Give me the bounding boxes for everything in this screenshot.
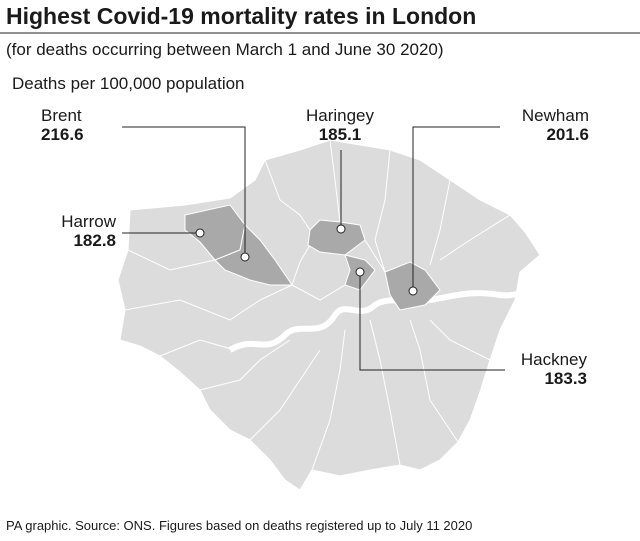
borough-name: Newham xyxy=(522,106,589,125)
london-map xyxy=(117,139,541,491)
subtitle: (for deaths occurring between March 1 an… xyxy=(6,40,444,59)
borough-name: Haringey xyxy=(306,106,375,125)
borough-name: Hackney xyxy=(521,350,588,369)
leader-line xyxy=(359,272,505,371)
unit-label: Deaths per 100,000 population xyxy=(12,74,245,93)
marker-dot xyxy=(240,252,250,262)
borough-name: Harrow xyxy=(61,212,117,231)
london-outline xyxy=(117,139,541,491)
marker-dot xyxy=(336,224,346,234)
marker-dot xyxy=(355,267,365,277)
leader-line xyxy=(122,126,246,257)
borough-borders xyxy=(124,139,511,471)
title: Highest Covid-19 mortality rates in Lond… xyxy=(6,3,476,29)
borough-value: 182.8 xyxy=(73,231,116,250)
borough-value: 185.1 xyxy=(319,125,362,144)
marker-dot xyxy=(408,286,418,296)
leader-line xyxy=(412,126,500,291)
marker-dot xyxy=(195,228,205,238)
leaders xyxy=(122,126,505,371)
borough-haringey xyxy=(307,219,366,256)
source-note: PA graphic. Source: ONS. Figures based o… xyxy=(6,518,472,533)
borough-value: 183.3 xyxy=(544,369,587,388)
borough-brent xyxy=(214,223,293,286)
river-thames xyxy=(228,285,541,353)
borough-value: 216.6 xyxy=(41,125,84,144)
borough-name: Brent xyxy=(41,106,82,125)
borough-value: 201.6 xyxy=(546,125,589,144)
